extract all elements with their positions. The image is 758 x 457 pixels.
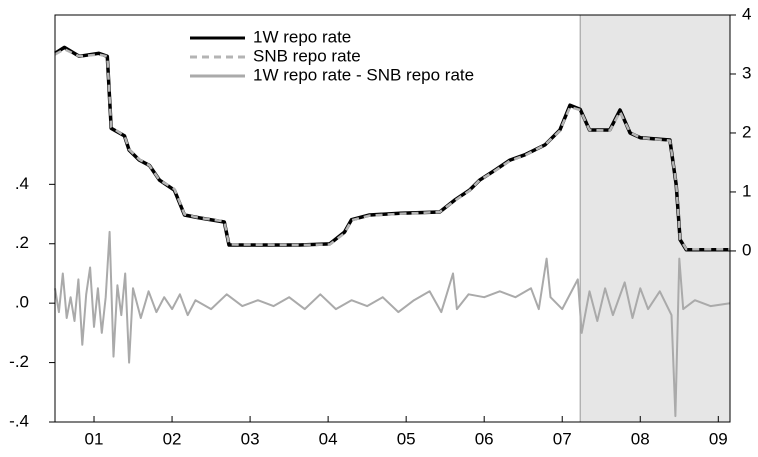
y-tick-label: -.4 — [9, 411, 29, 430]
legend-label: 1W repo rate — [253, 27, 351, 46]
legend-label: 1W repo rate - SNB repo rate — [253, 65, 474, 84]
series-line — [54, 230, 731, 418]
y2-tick-label: 4 — [742, 4, 751, 23]
y-tick-label: -.2 — [9, 352, 29, 371]
shaded-period — [580, 15, 730, 422]
y-tick-label: .2 — [15, 233, 29, 252]
x-tick-label: 02 — [163, 429, 182, 448]
y-tick-label: .0 — [15, 293, 29, 312]
legend-label: SNB repo rate — [253, 46, 361, 65]
x-tick-label: 09 — [709, 429, 728, 448]
plot-frame — [54, 14, 731, 423]
series-line — [54, 47, 730, 251]
y2-tick-label: 3 — [742, 63, 751, 82]
y-tick-label: .4 — [15, 174, 29, 193]
y2-tick-label: 1 — [742, 181, 751, 200]
x-tick-label: 06 — [475, 429, 494, 448]
x-tick-label: 01 — [85, 429, 104, 448]
x-tick-label: 04 — [319, 429, 338, 448]
x-tick-label: 07 — [553, 429, 572, 448]
x-tick-label: 08 — [631, 429, 650, 448]
y2-tick-label: 0 — [742, 240, 751, 259]
x-tick-label: 03 — [241, 429, 260, 448]
y2-tick-label: 2 — [742, 122, 751, 141]
x-tick-label: 05 — [397, 429, 416, 448]
